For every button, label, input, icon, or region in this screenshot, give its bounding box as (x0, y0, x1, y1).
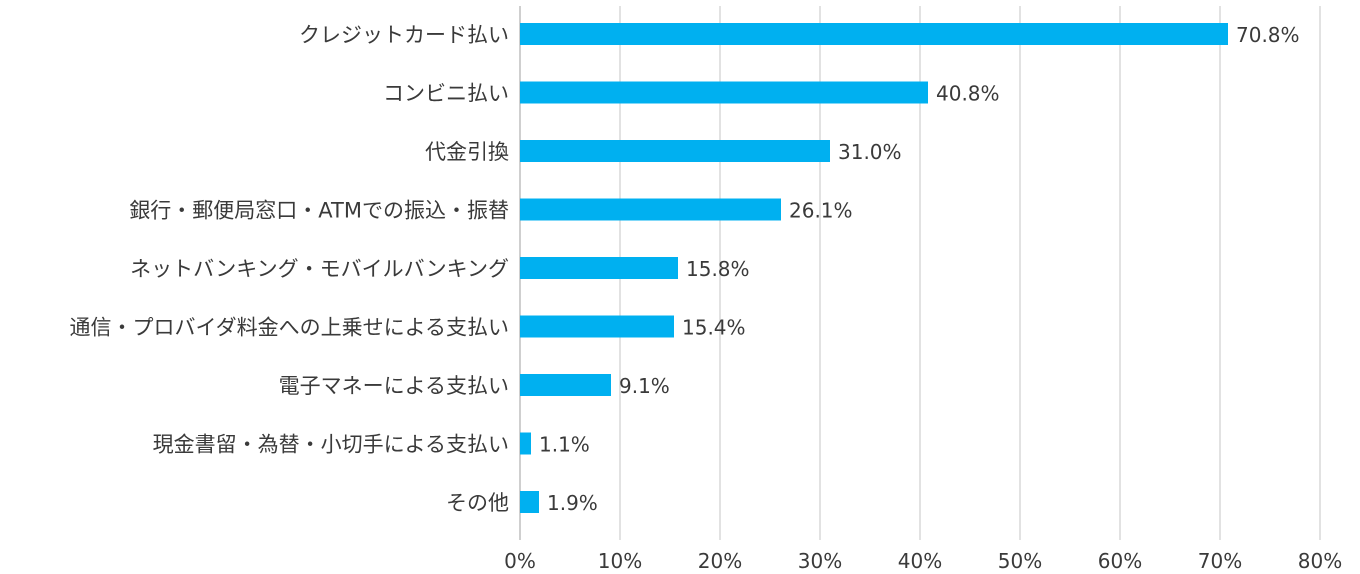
bars (520, 23, 1228, 513)
value-label: 31.0% (838, 140, 902, 164)
value-label: 70.8% (1236, 23, 1300, 47)
bar (520, 81, 928, 104)
category-label: 通信・プロバイダ料金への上乗せによる支払い (69, 316, 509, 340)
x-tick-label: 20% (698, 549, 742, 573)
bar (520, 315, 674, 338)
value-label: 26.1% (789, 199, 853, 223)
value-label: 1.9% (547, 491, 598, 515)
category-label: 銀行・郵便局窓口・ATMでの振込・振替 (129, 199, 509, 223)
value-label: 40.8% (936, 82, 1000, 106)
category-label: コンビニ払い (383, 82, 509, 106)
x-tick-label: 10% (598, 549, 642, 573)
category-label: 現金書留・為替・小切手による支払い (153, 433, 509, 457)
bar (520, 198, 781, 221)
x-tick-label: 80% (1298, 549, 1342, 573)
category-label: 代金引換 (425, 140, 509, 164)
x-tick-label: 0% (504, 549, 536, 573)
x-tick-label: 30% (798, 549, 842, 573)
bar (520, 257, 678, 279)
value-label: 15.8% (686, 257, 750, 281)
bar (520, 140, 830, 162)
value-labels: 70.8% 40.8% 31.0% 26.1% 15.8% 15.4% 9.1% 1.1% 1.… (539, 23, 1300, 515)
bar (520, 374, 611, 396)
category-label: 電子マネーによる支払い (279, 374, 509, 398)
category-label: クレジットカード払い (299, 23, 509, 47)
x-tick-label: 70% (1198, 549, 1242, 573)
value-label: 15.4% (682, 316, 746, 340)
value-label: 9.1% (619, 374, 670, 398)
x-tick-label: 50% (998, 549, 1042, 573)
x-tick-label: 60% (1098, 549, 1142, 573)
bar (520, 23, 1228, 45)
value-label: 1.1% (539, 433, 590, 457)
category-labels: クレジットカード払いコンビニ払い代金引換銀行・郵便局窓口・ATMでの振込・振替ネ… (69, 23, 509, 515)
x-tick-label: 40% (898, 549, 942, 573)
x-axis-ticks: 0% 10% 20% 30% 40% 50% 60% 70% 80% (504, 549, 1342, 573)
bar (520, 432, 531, 455)
bar (520, 491, 539, 513)
category-label: その他 (446, 491, 509, 515)
category-label: ネットバンキング・モバイルバンキング (130, 257, 509, 281)
